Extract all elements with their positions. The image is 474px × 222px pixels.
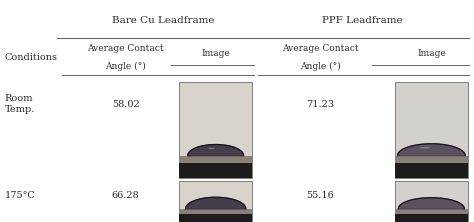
- Bar: [394, 82, 468, 178]
- Text: 71.23: 71.23: [306, 100, 334, 109]
- Bar: [394, 209, 468, 214]
- Bar: [394, 181, 468, 222]
- Bar: [394, 163, 468, 178]
- Text: Conditions: Conditions: [5, 53, 58, 62]
- Polygon shape: [185, 197, 246, 209]
- Ellipse shape: [208, 148, 215, 149]
- Text: Angle (°): Angle (°): [300, 62, 340, 71]
- Bar: [394, 214, 468, 222]
- Text: Image: Image: [201, 49, 230, 58]
- Bar: [179, 82, 252, 178]
- Text: 55.16: 55.16: [306, 191, 334, 200]
- Bar: [179, 156, 252, 163]
- Bar: [394, 156, 468, 163]
- Text: Average Contact: Average Contact: [282, 44, 358, 54]
- Ellipse shape: [419, 147, 429, 149]
- Text: PPF Leadframe: PPF Leadframe: [322, 16, 403, 25]
- Text: Image: Image: [417, 49, 446, 58]
- Bar: [179, 214, 252, 222]
- Text: Average Contact: Average Contact: [87, 44, 164, 54]
- Polygon shape: [398, 144, 465, 156]
- Polygon shape: [188, 145, 244, 156]
- Polygon shape: [398, 198, 465, 209]
- Bar: [179, 209, 252, 214]
- Text: 66.28: 66.28: [112, 191, 139, 200]
- Bar: [179, 181, 252, 222]
- Text: Bare Cu Leadframe: Bare Cu Leadframe: [112, 16, 215, 25]
- Text: Room
Temp.: Room Temp.: [5, 94, 35, 114]
- Text: Angle (°): Angle (°): [105, 62, 146, 71]
- Text: 175°C: 175°C: [5, 191, 36, 200]
- Bar: [179, 163, 252, 178]
- Text: 58.02: 58.02: [112, 100, 139, 109]
